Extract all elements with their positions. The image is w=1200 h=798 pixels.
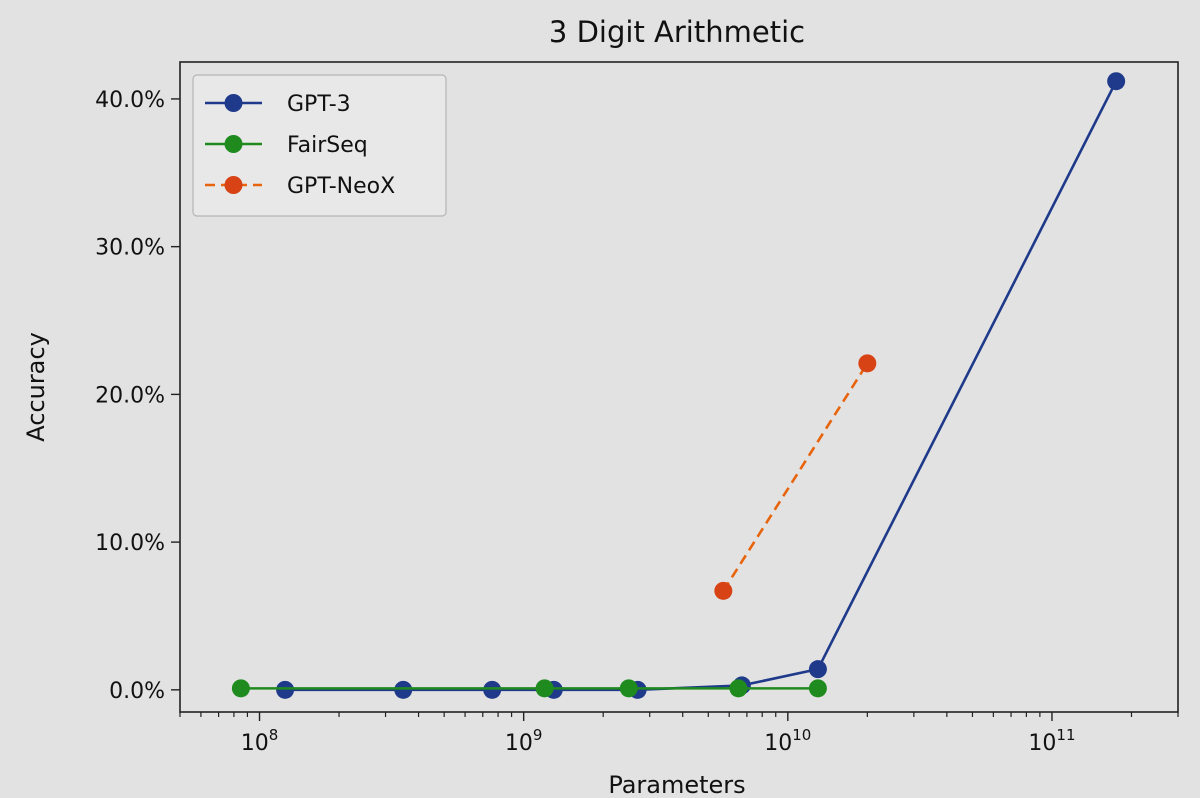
x-tick-label: 1010 [764, 726, 811, 756]
legend-entry-gpt-neox: GPT-NeoX [205, 174, 395, 199]
data-point-fairseq [729, 679, 748, 698]
legend-marker-gpt-3 [224, 94, 243, 112]
legend-entry-gpt-3: GPT-3 [205, 92, 351, 117]
x-tick-exponent: 9 [533, 726, 543, 744]
chart-title: 3 Digit Arithmetic [549, 15, 805, 49]
data-point-gpt-3 [1107, 72, 1126, 91]
x-axis-label: Parameters [608, 771, 745, 798]
series-line-gpt-neox [722, 362, 869, 592]
y-axis: 0.0% 10.0% 20.0% 30.0% 40.0% [95, 88, 180, 704]
x-tick-base: 10 [505, 731, 533, 756]
data-point-fairseq [231, 679, 250, 698]
series-line-gpt-3 [285, 80, 1118, 692]
x-tick-base: 10 [241, 731, 269, 756]
data-point-gpt-3 [808, 660, 827, 679]
data-point-fairseq [808, 679, 827, 698]
legend: GPT-3 FairSeq GPT-NeoX [192, 74, 447, 217]
x-tick-exponent: 10 [792, 726, 811, 744]
x-axis: 108 109 1010 1011 [179, 712, 1179, 756]
y-tick-label: 30.0% [95, 236, 165, 261]
data-point-gpt-3 [394, 680, 413, 699]
y-tick-label: 10.0% [95, 531, 165, 556]
legend-entries: GPT-3 FairSeq GPT-NeoX [205, 92, 395, 199]
data-point-gpt-3 [483, 680, 502, 699]
x-tick-label: 108 [241, 726, 279, 756]
x-tick-base: 10 [1028, 731, 1056, 756]
legend-marker-fairseq [224, 135, 243, 153]
series-gpt-neox [714, 354, 877, 600]
legend-label: GPT-3 [287, 92, 351, 117]
data-point-gpt-3 [276, 680, 295, 699]
legend-box [192, 74, 447, 217]
y-tick-label: 40.0% [95, 88, 165, 113]
data-point-fairseq [619, 679, 638, 698]
legend-label: FairSeq [287, 133, 368, 158]
data-point-fairseq [535, 679, 554, 698]
x-tick-base: 10 [764, 731, 792, 756]
data-point-gpt-neox [714, 581, 733, 600]
legend-marker-gpt-neox [224, 176, 243, 194]
x-tick-exponent: 11 [1056, 726, 1075, 744]
legend-label: GPT-NeoX [287, 174, 395, 199]
y-tick-label: 0.0% [109, 679, 165, 704]
x-tick-label: 1011 [1028, 726, 1075, 756]
y-tick-label: 20.0% [95, 383, 165, 408]
legend-entry-fairseq: FairSeq [205, 133, 368, 158]
x-tick-label: 109 [505, 726, 543, 756]
y-axis-label: Accuracy [22, 332, 50, 442]
x-tick-exponent: 8 [269, 726, 279, 744]
series-fairseq [231, 679, 827, 698]
series-layer [231, 72, 1126, 699]
data-point-gpt-neox [858, 354, 877, 373]
